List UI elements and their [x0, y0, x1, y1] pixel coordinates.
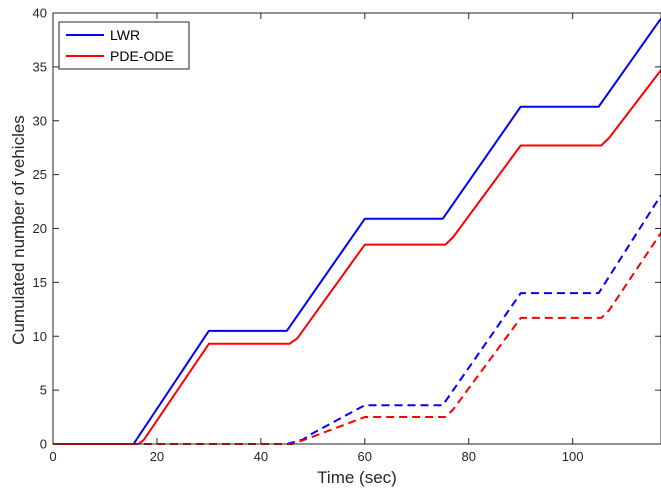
y-tick-label: 30 — [33, 113, 47, 128]
legend-label-pde-ode: PDE-ODE — [110, 48, 174, 64]
x-tick-label: 100 — [562, 449, 584, 464]
y-tick-label: 5 — [40, 383, 47, 398]
series-line-1-lwr-solid — [53, 17, 661, 445]
legend: LWR PDE-ODE — [58, 21, 190, 70]
legend-box — [58, 21, 190, 70]
legend-label-lwr: LWR — [110, 27, 140, 43]
x-tick-label: 40 — [254, 449, 268, 464]
series-line-4-pde-ode-dashed — [53, 232, 661, 445]
ticks-layer: 0 20 40 60 80 100 0 5 10 15 20 25 30 35 40 — [33, 6, 661, 464]
y-tick-label: 35 — [33, 59, 47, 74]
x-axis-label: Time (sec) — [317, 468, 397, 487]
series-line-2-pde-ode-solid — [53, 69, 661, 445]
x-tick-label: 60 — [358, 449, 372, 464]
y-tick-label: 20 — [33, 221, 47, 236]
series-line-3-lwr-dashed — [53, 194, 661, 445]
y-tick-label: 15 — [33, 275, 47, 290]
y-tick-label: 10 — [33, 329, 47, 344]
x-tick-label: 80 — [461, 449, 475, 464]
y-axis-label: Cumulated number of vehicles — [9, 115, 28, 345]
x-tick-label: 0 — [49, 449, 56, 464]
y-tick-label: 40 — [33, 6, 47, 21]
y-tick-label: 25 — [33, 167, 47, 182]
series-layer — [53, 17, 661, 445]
y-tick-label: 0 — [40, 437, 47, 452]
x-tick-label: 20 — [150, 449, 164, 464]
